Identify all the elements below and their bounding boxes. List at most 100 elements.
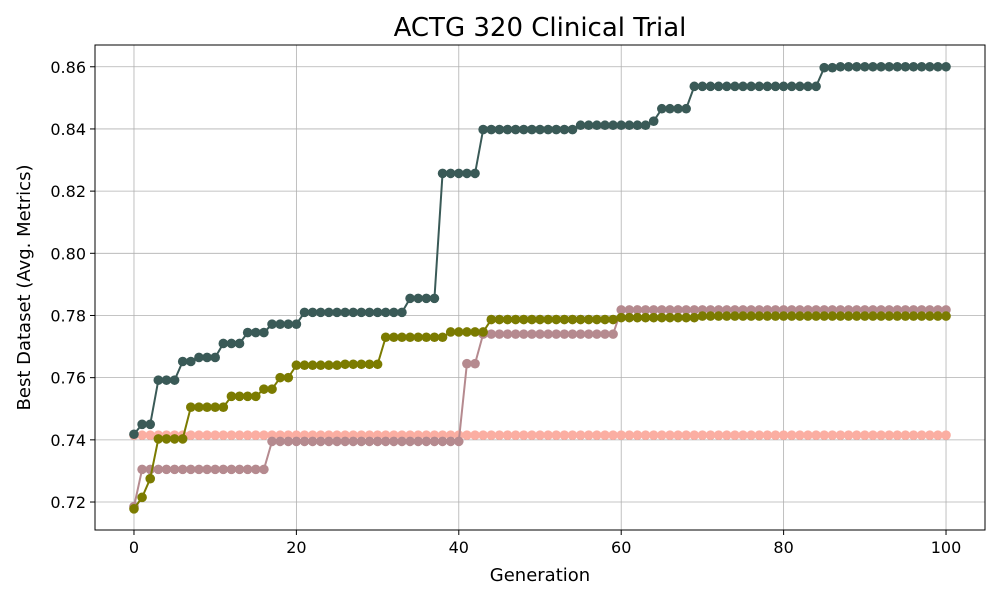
data-point [648, 430, 659, 440]
data-point [811, 430, 821, 440]
x-tick-label: 20 [286, 538, 306, 557]
data-point [169, 464, 180, 475]
data-point [291, 319, 302, 329]
data-point [535, 329, 545, 339]
data-point [413, 332, 423, 343]
data-point [510, 329, 521, 339]
data-point [697, 430, 708, 440]
data-point [916, 311, 927, 321]
data-point [567, 314, 578, 325]
data-point [250, 464, 261, 475]
data-point [218, 464, 229, 475]
data-point [510, 430, 521, 440]
data-point [600, 329, 610, 339]
data-point [803, 81, 813, 92]
data-point [275, 436, 285, 447]
data-point [697, 81, 708, 92]
data-point [567, 430, 578, 440]
data-point [730, 311, 740, 321]
data-point [380, 436, 391, 447]
data-point [380, 307, 391, 318]
data-point [673, 103, 683, 114]
data-point [697, 311, 708, 321]
data-point [746, 430, 756, 440]
data-point [721, 430, 732, 440]
data-point [705, 81, 716, 92]
data-point [640, 430, 651, 440]
data-point [470, 168, 480, 179]
data-point [665, 305, 675, 315]
data-point [218, 430, 229, 440]
data-point [137, 464, 147, 475]
data-point [640, 120, 651, 131]
data-point [575, 120, 586, 131]
data-point [851, 61, 862, 72]
data-point [478, 430, 488, 440]
y-axis-title: Best Dataset (Avg. Metrics) [14, 165, 35, 411]
data-point [234, 391, 245, 402]
data-point [616, 312, 627, 323]
data-point [941, 430, 951, 440]
data-point [803, 430, 813, 440]
data-point [819, 311, 830, 321]
data-point [843, 311, 854, 321]
data-point [811, 311, 821, 321]
data-point [153, 464, 164, 475]
data-point [592, 430, 602, 440]
data-point [462, 430, 472, 440]
data-point [892, 61, 903, 72]
data-point [592, 120, 602, 131]
data-point [884, 430, 894, 440]
data-point [186, 464, 196, 475]
ticks: 0 20 40 60 80 100 0.72 0.74 0.76 0.78 0.80 0.82 0.84… [50, 58, 961, 557]
data-point [315, 360, 326, 371]
y-tick-label: 0.72 [50, 493, 86, 512]
data-point [413, 293, 423, 304]
data-point [876, 61, 886, 72]
series-line [133, 65, 947, 435]
data-point [389, 332, 399, 343]
data-point [226, 338, 237, 349]
data-point [770, 430, 781, 440]
data-point [478, 327, 488, 337]
data-point [648, 116, 659, 126]
data-point [486, 124, 497, 135]
data-point [900, 430, 911, 440]
data-point [527, 314, 537, 325]
data-point [559, 329, 570, 339]
data-point [283, 436, 294, 447]
data-point [194, 352, 204, 363]
data-point [250, 391, 261, 402]
data-point [632, 305, 643, 315]
data-point [689, 305, 700, 315]
data-point [437, 168, 448, 179]
data-point [778, 430, 789, 440]
data-point [494, 430, 505, 440]
data-point [860, 430, 870, 440]
data-point [868, 311, 878, 321]
data-point [827, 62, 838, 73]
data-point [177, 356, 188, 367]
data-point [559, 430, 570, 440]
data-point [730, 430, 740, 440]
data-point [543, 314, 553, 325]
data-point [494, 329, 505, 339]
data-point [543, 124, 553, 135]
data-point [819, 62, 830, 73]
data-point [324, 360, 334, 371]
y-tick-label: 0.86 [50, 58, 86, 77]
data-point [462, 327, 472, 337]
data-point [210, 464, 220, 475]
data-point [900, 61, 911, 72]
data-point [177, 464, 188, 475]
data-point [137, 492, 147, 503]
data-point [648, 312, 659, 323]
data-point [608, 120, 618, 131]
data-point [916, 61, 927, 72]
data-point [762, 430, 773, 440]
data-point [397, 332, 407, 343]
data-point [811, 81, 821, 92]
data-point [194, 402, 204, 412]
data-point [348, 307, 359, 318]
data-point [851, 311, 862, 321]
